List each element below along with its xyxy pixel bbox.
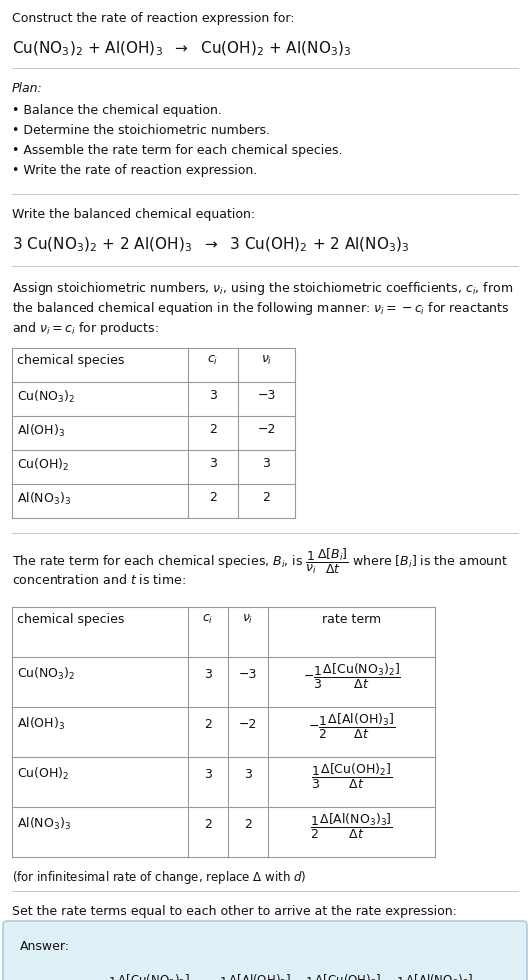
Text: the balanced chemical equation in the following manner: $\nu_i = -c_i$ for react: the balanced chemical equation in the fo… (12, 300, 509, 317)
Text: • Write the rate of reaction expression.: • Write the rate of reaction expression. (12, 164, 257, 177)
Text: Assign stoichiometric numbers, $\nu_i$, using the stoichiometric coefficients, $: Assign stoichiometric numbers, $\nu_i$, … (12, 280, 513, 297)
Text: The rate term for each chemical species, $B_i$, is $\dfrac{1}{\nu_i}\dfrac{\Delt: The rate term for each chemical species,… (12, 547, 508, 576)
Text: • Determine the stoichiometric numbers.: • Determine the stoichiometric numbers. (12, 124, 270, 137)
Text: 3: 3 (209, 457, 217, 470)
Text: • Assemble the rate term for each chemical species.: • Assemble the rate term for each chemic… (12, 144, 342, 157)
Text: Set the rate terms equal to each other to arrive at the rate expression:: Set the rate terms equal to each other t… (12, 905, 457, 918)
Text: 3: 3 (204, 667, 212, 680)
Text: −3: −3 (257, 389, 276, 402)
Text: $\dfrac{1}{3}\dfrac{\Delta[\mathrm{Cu(OH)_2}]}{\Delta t}$: $\dfrac{1}{3}\dfrac{\Delta[\mathrm{Cu(OH… (311, 761, 392, 791)
Text: • Balance the chemical equation.: • Balance the chemical equation. (12, 104, 222, 117)
Text: 2: 2 (244, 817, 252, 830)
Text: $\nu_i$: $\nu_i$ (242, 613, 254, 626)
Text: $c_i$: $c_i$ (207, 354, 219, 368)
Text: −2: −2 (257, 423, 276, 436)
Text: 2: 2 (209, 423, 217, 436)
Text: $\dfrac{1}{2}\dfrac{\Delta[\mathrm{Al(NO_3)_3}]}{\Delta t}$: $\dfrac{1}{2}\dfrac{\Delta[\mathrm{Al(NO… (310, 811, 393, 841)
Text: $\mathrm{Cu(NO_3)_2}$: $\mathrm{Cu(NO_3)_2}$ (17, 666, 75, 682)
Text: Cu(NO$_3$)$_2$ + Al(OH)$_3$  $\rightarrow$  Cu(OH)$_2$ + Al(NO$_3$)$_3$: Cu(NO$_3$)$_2$ + Al(OH)$_3$ $\rightarrow… (12, 40, 351, 59)
Text: concentration and $t$ is time:: concentration and $t$ is time: (12, 573, 186, 587)
Text: Construct the rate of reaction expression for:: Construct the rate of reaction expressio… (12, 12, 295, 25)
Text: chemical species: chemical species (17, 354, 125, 367)
Text: $\mathrm{Al(NO_3)_3}$: $\mathrm{Al(NO_3)_3}$ (17, 491, 71, 507)
Text: 2: 2 (262, 491, 270, 504)
Text: 3 Cu(NO$_3$)$_2$ + 2 Al(OH)$_3$  $\rightarrow$  3 Cu(OH)$_2$ + 2 Al(NO$_3$)$_3$: 3 Cu(NO$_3$)$_2$ + 2 Al(OH)$_3$ $\righta… (12, 236, 410, 255)
Text: 3: 3 (244, 767, 252, 780)
Text: $\mathrm{Al(OH)_3}$: $\mathrm{Al(OH)_3}$ (17, 423, 65, 439)
Text: $c_i$: $c_i$ (202, 613, 214, 626)
Text: 3: 3 (204, 767, 212, 780)
Text: 2: 2 (209, 491, 217, 504)
Text: (for infinitesimal rate of change, replace Δ with $d$): (for infinitesimal rate of change, repla… (12, 869, 306, 886)
Text: $\mathrm{Al(NO_3)_3}$: $\mathrm{Al(NO_3)_3}$ (17, 816, 71, 832)
Text: $\nu_i$: $\nu_i$ (261, 354, 272, 368)
Text: Write the balanced chemical equation:: Write the balanced chemical equation: (12, 208, 255, 221)
Text: 2: 2 (204, 717, 212, 730)
Text: $\mathrm{Cu(NO_3)_2}$: $\mathrm{Cu(NO_3)_2}$ (17, 389, 75, 405)
FancyBboxPatch shape (3, 921, 527, 980)
Text: $-\dfrac{1}{2}\dfrac{\Delta[\mathrm{Al(OH)_3}]}{\Delta t}$: $-\dfrac{1}{2}\dfrac{\Delta[\mathrm{Al(O… (308, 711, 395, 741)
Text: rate term: rate term (322, 613, 381, 626)
Text: −3: −3 (239, 667, 257, 680)
Text: $\mathrm{Cu(OH)_2}$: $\mathrm{Cu(OH)_2}$ (17, 766, 69, 782)
Text: $-\dfrac{1}{3}\dfrac{\Delta[\mathrm{Cu(NO_3)_2}]}{\Delta t}$: $-\dfrac{1}{3}\dfrac{\Delta[\mathrm{Cu(N… (303, 662, 401, 691)
Text: 3: 3 (262, 457, 270, 470)
Text: and $\nu_i = c_i$ for products:: and $\nu_i = c_i$ for products: (12, 320, 159, 337)
Text: 2: 2 (204, 817, 212, 830)
Text: Answer:: Answer: (20, 940, 70, 953)
Text: Plan:: Plan: (12, 82, 43, 95)
Text: chemical species: chemical species (17, 613, 125, 626)
Text: $\mathrm{Al(OH)_3}$: $\mathrm{Al(OH)_3}$ (17, 716, 65, 732)
Text: $\mathrm{rate} = -\dfrac{1}{3}\dfrac{\Delta[\mathrm{Cu(NO_3)_2}]}{\Delta t} = -\: $\mathrm{rate} = -\dfrac{1}{3}\dfrac{\De… (56, 972, 474, 980)
Text: −2: −2 (239, 717, 257, 730)
Text: 3: 3 (209, 389, 217, 402)
Text: $\mathrm{Cu(OH)_2}$: $\mathrm{Cu(OH)_2}$ (17, 457, 69, 473)
